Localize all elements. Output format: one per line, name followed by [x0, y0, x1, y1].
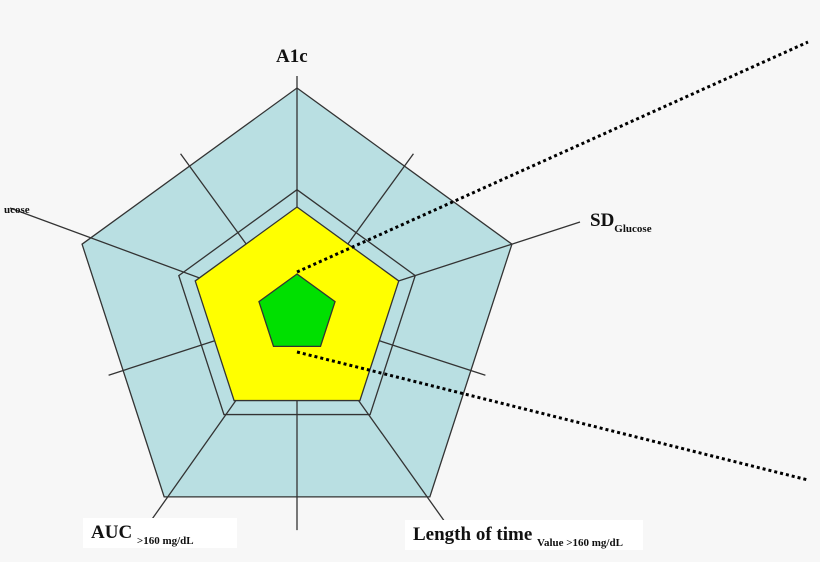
label-sd-main: SD [590, 210, 615, 231]
label-auc: AUC >160 mg/dL [83, 518, 237, 548]
label-sd-glucose: SDGlucose [590, 210, 652, 235]
label-length-sub: Value >160 mg/dL [537, 537, 623, 549]
label-auc-sub: >160 mg/dL [136, 535, 194, 547]
label-sd-sub: Glucose [614, 223, 652, 235]
label-left-clipped: ucose [4, 204, 30, 216]
dotted-pointer-lower [296, 350, 809, 482]
label-length-main: Length of time [413, 524, 533, 545]
label-auc-main: AUC [91, 522, 133, 543]
label-length-of-time: Length of time Value >160 mg/dL [405, 520, 643, 550]
inner-polygon [258, 273, 336, 348]
label-a1c: A1c [276, 46, 308, 67]
